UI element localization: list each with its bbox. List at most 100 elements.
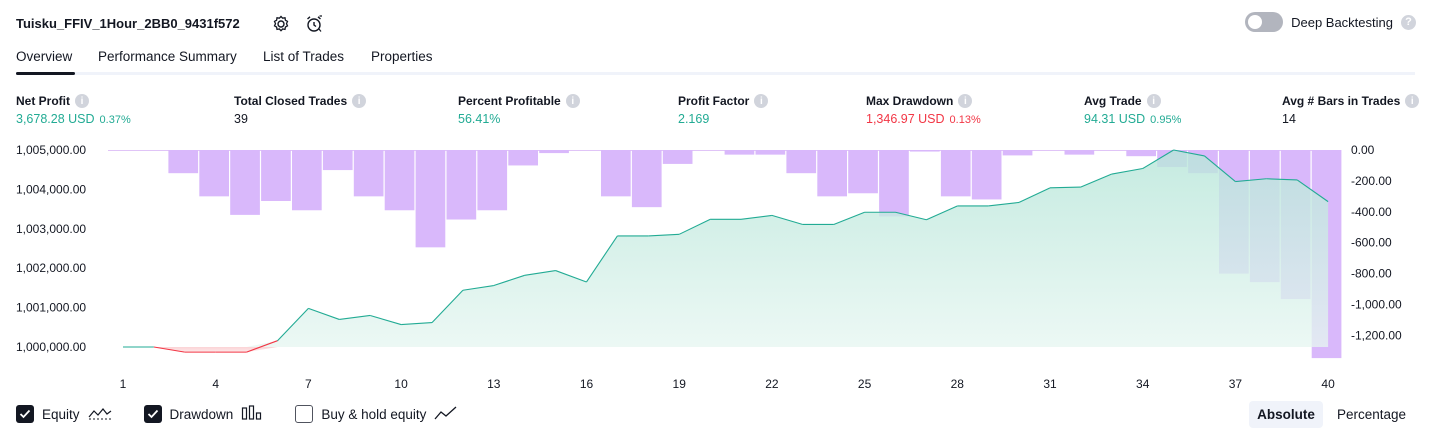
help-icon[interactable]: i (565, 94, 580, 108)
legend-equity[interactable]: Equity (16, 405, 112, 424)
y-left-tick-label: 1,004,000.00 (16, 182, 86, 196)
help-icon[interactable]: i (75, 94, 89, 108)
legend-buy-hold-equity[interactable]: Buy & hold equity (295, 405, 458, 424)
equity-checkbox[interactable] (16, 405, 34, 423)
absolute-button[interactable]: Absolute (1249, 401, 1323, 428)
help-icon[interactable]: i (1146, 94, 1161, 108)
help-icon[interactable]: ? (1401, 14, 1416, 30)
metric-percent-profitable: Percent Profitable i 56.41% (458, 94, 580, 126)
equity-line-segment (895, 211, 927, 221)
drawdown-bar (724, 150, 755, 155)
settings-icon[interactable] (270, 13, 292, 35)
y-right-tick-label: -1,200.00 (1351, 328, 1402, 342)
equity-line-segment (1266, 178, 1298, 181)
equity-line-segment (1235, 178, 1267, 183)
equity-line-segment (648, 233, 680, 237)
drawdown-bar (353, 150, 384, 197)
y-right-tick-label: -600.00 (1351, 236, 1392, 250)
metric-percent: 0.13% (949, 114, 981, 126)
equity-line-segment (524, 270, 556, 276)
help-icon[interactable]: i (958, 94, 973, 108)
legend-label: Drawdown (169, 406, 234, 422)
metric-max-drawdown: Max Drawdown i 1,346.97 USD 0.13% (866, 94, 981, 126)
equity-line-segment (1049, 186, 1081, 189)
equity-line-segment (370, 314, 402, 326)
drawdown-bar (446, 150, 477, 220)
metric-avg-trade: Avg Trade i 94.31 USD 0.95% (1084, 94, 1181, 126)
help-icon[interactable]: i (754, 94, 769, 108)
tab-overview[interactable]: Overview (16, 49, 73, 64)
equity-line-segment (555, 270, 587, 283)
legend-label: Buy & hold equity (321, 406, 427, 422)
drawdown-bar (971, 150, 1002, 200)
metric-value: 1,346.97 USD (866, 112, 945, 126)
legend-label: Equity (42, 406, 80, 422)
equity-line-segment (1296, 179, 1329, 203)
help-icon[interactable]: i (1405, 94, 1420, 108)
tab-performance-summary[interactable]: Performance Summary (98, 49, 237, 64)
y-right-tick-label: -800.00 (1351, 267, 1392, 281)
equity-loss-area (123, 347, 1329, 353)
equity-drawdown-chart: 1,005,000.00 1,004,000.00 1,003,000.00 1,00… (16, 143, 1402, 391)
equity-line-segment (401, 322, 433, 326)
legend-drawdown[interactable]: Drawdown (143, 404, 264, 424)
equity-line-segment (1111, 167, 1143, 175)
tab-list-of-trades[interactable]: List of Trades (263, 49, 345, 64)
metric-profit-factor: Profit Factor i 2.169 (678, 94, 769, 126)
percentage-button[interactable]: Percentage (1336, 407, 1406, 422)
drawdown-bar (910, 150, 940, 152)
equity-line-segment (1142, 149, 1174, 169)
equity-line-segment (153, 346, 185, 353)
drawdown-bar (1064, 150, 1095, 155)
drawdown-bar (508, 150, 538, 166)
tab-properties[interactable]: Properties (371, 49, 433, 64)
metric-label: Percent Profitable (458, 94, 561, 108)
metric-avg-bars-in-trades: Avg # Bars in Trades i 14 (1282, 94, 1420, 126)
equity-line-segment (493, 274, 525, 287)
alert-clock-icon[interactable] (303, 13, 325, 35)
drawdown-bar (415, 150, 446, 248)
drawdown-bar (477, 150, 508, 211)
drawdown-checkbox[interactable] (143, 405, 162, 423)
drawdown-bar (601, 150, 631, 197)
x-tick-label: 1 (120, 377, 127, 391)
deep-backtesting-toggle[interactable] (1245, 12, 1284, 32)
drawdown-bar (1002, 150, 1033, 156)
drawdown-bar (261, 150, 291, 201)
toggle-knob (1248, 15, 1263, 29)
drawdown-bars-icon (241, 404, 263, 424)
equity-line-segment (678, 218, 711, 235)
x-tick-label: 28 (951, 377, 965, 391)
deep-backtesting-label: Deep Backtesting (1291, 14, 1393, 30)
y-left-tick-label: 1,005,000.00 (16, 143, 86, 157)
buy-hold-checkbox[interactable] (295, 405, 314, 423)
x-tick-label: 10 (394, 377, 408, 391)
x-tick-label: 7 (305, 377, 312, 391)
metric-label: Total Closed Trades (234, 94, 348, 108)
y-left-tick-label: 1,000,000.00 (16, 340, 86, 354)
metric-label: Avg # Bars in Trades (1282, 94, 1401, 108)
drawdown-bar (662, 150, 693, 164)
metric-label: Avg Trade (1084, 94, 1142, 108)
equity-line-segment (277, 308, 309, 342)
metric-value: 14 (1282, 112, 1296, 126)
drawdown-bar (848, 150, 878, 194)
drawdown-bar (230, 150, 260, 215)
metric-value: 94.31 USD (1084, 112, 1146, 126)
equity-line-segment (431, 289, 464, 323)
y-right-tick-label: -1,000.00 (1351, 298, 1402, 312)
equity-line-segment (586, 235, 618, 283)
drawdown-bar (384, 150, 415, 211)
y-left-tick-label: 1,001,000.00 (16, 301, 86, 315)
drawdown-bar (322, 150, 353, 171)
x-tick-label: 19 (673, 377, 687, 391)
drawdown-bar (292, 150, 322, 211)
metric-label: Profit Factor (678, 94, 750, 108)
active-tab-indicator (16, 72, 75, 75)
metric-net-profit: Net Profit i 3,678.28 USD 0.37% (16, 94, 131, 126)
x-tick-label: 13 (487, 377, 501, 391)
help-icon[interactable]: i (352, 94, 367, 108)
equity-line-segment (771, 214, 803, 225)
equity-line-segment (926, 205, 958, 221)
equity-line-segment (308, 307, 340, 320)
